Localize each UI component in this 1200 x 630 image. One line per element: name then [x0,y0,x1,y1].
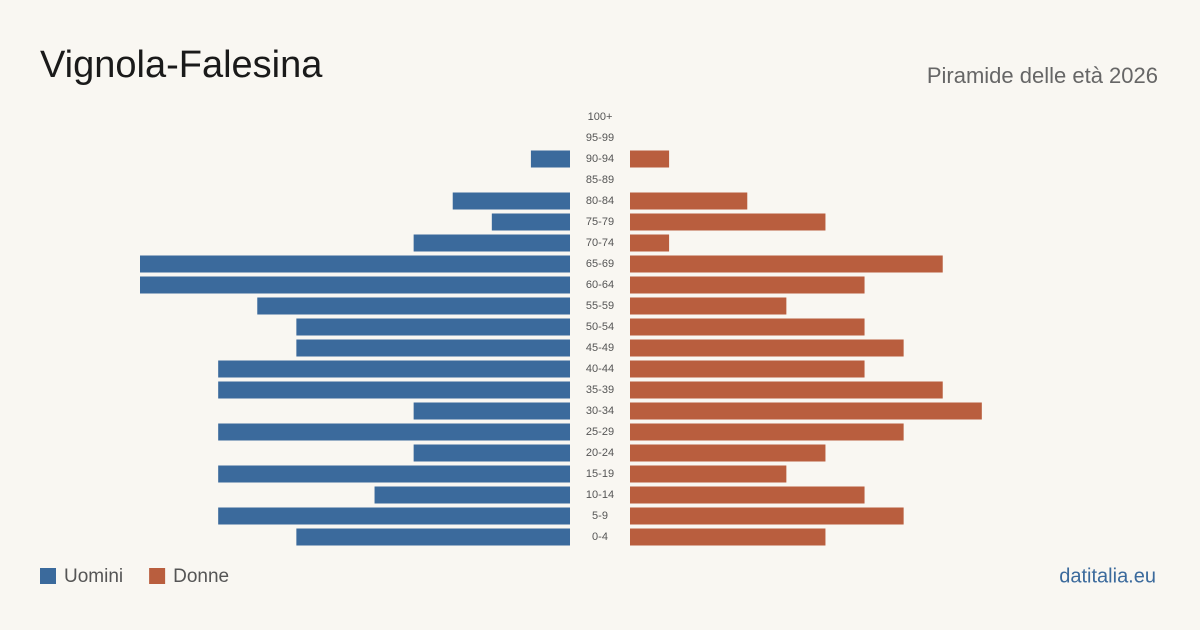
bar [630,276,865,294]
bar [413,444,570,462]
chart-title: Vignola-Falesina [40,44,323,86]
age-label: 10-14 [586,489,614,501]
bar [630,444,826,462]
age-label: 30-34 [586,405,614,417]
age-label: 20-24 [586,447,614,459]
age-label: 70-74 [586,237,614,249]
age-label: 95-99 [586,132,614,144]
bar [630,402,982,420]
bar [630,465,787,483]
bar [491,213,570,231]
age-label: 45-49 [586,342,614,354]
bar [374,486,570,504]
bar [630,381,943,399]
bar [630,213,826,231]
bar [530,150,570,168]
age-label: 75-79 [586,216,614,228]
bar [630,486,865,504]
bar [413,234,570,252]
bar [296,339,570,357]
age-label: 100+ [588,111,613,123]
bar [452,192,570,210]
bar [630,339,904,357]
bar [413,402,570,420]
age-label: 85-89 [586,174,614,186]
bar [630,150,670,168]
bar [218,381,570,399]
age-label: 50-54 [586,321,614,333]
bar [630,234,670,252]
legend-label: Uomini [64,566,123,587]
legend-label: Donne [173,566,229,587]
bar [218,507,570,525]
bar [630,528,826,546]
legend-swatch [40,568,56,584]
source-link[interactable]: datitalia.eu [1059,565,1156,587]
age-label: 90-94 [586,153,614,165]
bar [218,423,570,441]
chart-subtitle: Piramide delle età 2026 [927,63,1158,88]
age-label: 80-84 [586,195,614,207]
bar [630,318,865,336]
age-label: 65-69 [586,258,614,270]
bar [218,465,570,483]
bar [218,360,570,378]
age-label: 5-9 [592,510,608,522]
age-label: 55-59 [586,300,614,312]
bar [630,507,904,525]
bar [296,318,570,336]
bar [140,255,570,273]
bar [257,297,570,315]
age-label: 15-19 [586,468,614,480]
age-label: 60-64 [586,279,614,291]
bar [296,528,570,546]
age-label: 25-29 [586,426,614,438]
bar [630,255,943,273]
bar [630,192,748,210]
age-label: 40-44 [586,363,614,375]
bar [630,360,865,378]
bar [630,297,787,315]
bar [140,276,570,294]
legend-swatch [149,568,166,584]
age-label: 0-4 [592,531,608,543]
age-label: 35-39 [586,384,614,396]
bar [630,423,904,441]
